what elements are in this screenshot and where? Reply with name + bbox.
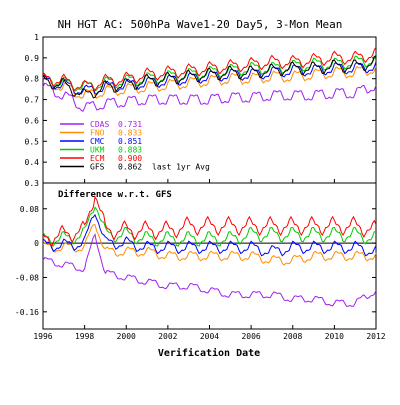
top-panel: 0.3 0.4 0.5 0.6 0.7 0.8 0.9 1 CDAS 0.731 FNO 0.833… (25, 33, 377, 188)
x-tick-label: 2004 (200, 332, 219, 341)
top-series-line-gfs (42, 55, 377, 99)
bottom-panel: Difference w.r.t. GFS 0.08 0 -0.08 -0.16 (15, 182, 377, 330)
x-tick-label: 2012 (366, 332, 385, 341)
top-series-line-ecm (42, 46, 377, 92)
top-series-lines (42, 46, 377, 113)
legend-value-ukm: 0.883 (118, 146, 142, 155)
legend-value-ecm: 0.900 (118, 154, 142, 163)
legend-label-fno: FNO (90, 129, 105, 138)
legend-value-cdas: 0.731 (118, 120, 142, 129)
legend: CDAS 0.731 FNO 0.833 CMC 0.851 UKM 0.883 ECM 0.90… (60, 120, 210, 172)
chart-title: NH HGT AC: 500hPa Wave1-20 Day5, 3-Mon M… (58, 18, 343, 31)
x-tick-label: 2008 (283, 332, 302, 341)
legend-label-cmc: CMC (90, 137, 105, 146)
bottom-series-line-fno (42, 224, 377, 266)
top-series-line-ukm (42, 53, 377, 92)
x-tick-label: 2000 (117, 332, 136, 341)
bottom-y-axis: 0.08 0 -0.08 -0.16 (15, 205, 376, 317)
bottom-panel-title: Difference w.r.t. GFS (58, 189, 172, 200)
legend-label-ecm: ECM (90, 154, 105, 163)
bottom-y-tick-label: 0.08 (20, 205, 39, 214)
legend-note: last 1yr Avg (152, 163, 210, 172)
top-y-tick-label: 0.3 (25, 179, 40, 188)
bottom-y-tick-label: 0 (34, 239, 39, 248)
legend-value-gfs: 0.862 (118, 163, 142, 172)
bottom-y-tick-label: -0.16 (15, 308, 39, 317)
top-y-tick-label: 0.7 (25, 96, 40, 105)
x-axis: 1996 1998 2000 2002 2004 2006 2008 2010 2012 (33, 179, 386, 341)
top-y-tick-label: 0.4 (25, 158, 40, 167)
top-series-line-cdas (42, 82, 377, 113)
legend-value-cmc: 0.851 (118, 137, 142, 146)
bottom-y-tick-label: -0.08 (15, 273, 39, 282)
top-y-tick-label: 0.9 (25, 54, 40, 63)
top-y-tick-label: 0.6 (25, 116, 40, 125)
legend-label-gfs: GFS (90, 163, 105, 172)
top-y-tick-label: 0.5 (25, 137, 40, 146)
top-y-tick-label: 1 (34, 33, 39, 42)
x-tick-label: 2002 (158, 332, 177, 341)
bottom-series-line-cmc (42, 213, 377, 257)
x-tick-label: 1996 (33, 332, 52, 341)
bottom-series-line-cdas (42, 233, 377, 307)
x-tick-label: 2010 (325, 332, 344, 341)
legend-label-cdas: CDAS (90, 120, 109, 129)
legend-label-ukm: UKM (90, 146, 105, 155)
bottom-series-line-ukm (42, 206, 376, 247)
top-y-tick-label: 0.8 (25, 75, 40, 84)
x-axis-label: Verification Date (158, 347, 260, 359)
x-tick-label: 2006 (241, 332, 260, 341)
x-tick-label: 1998 (75, 332, 94, 341)
legend-value-fno: 0.833 (118, 129, 142, 138)
bottom-series-line-ecm (42, 195, 377, 248)
bottom-series-lines (42, 195, 377, 307)
